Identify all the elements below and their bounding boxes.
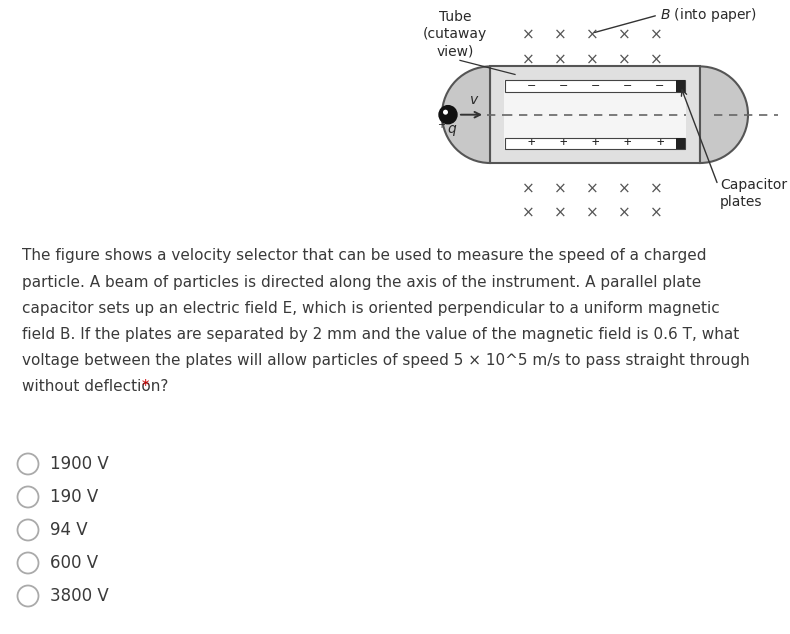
Text: 94 V: 94 V (50, 521, 88, 539)
Text: ×: × (585, 206, 598, 221)
Wedge shape (442, 67, 490, 163)
Circle shape (439, 106, 457, 124)
Text: voltage between the plates will allow particles of speed 5 × 10^5 m/s to pass st: voltage between the plates will allow pa… (22, 353, 750, 368)
Text: +: + (592, 136, 600, 150)
Text: ×: × (618, 28, 630, 42)
Text: ×: × (521, 206, 534, 221)
Bar (505, 81, 685, 91)
Text: 190 V: 190 V (50, 488, 98, 506)
Text: 3800 V: 3800 V (50, 587, 109, 605)
Text: −: − (591, 81, 600, 91)
Circle shape (17, 453, 39, 474)
Text: +: + (528, 136, 535, 150)
Text: particle. A beam of particles is directed along the axis of the instrument. A pa: particle. A beam of particles is directe… (22, 275, 702, 290)
Text: −: − (623, 81, 632, 91)
Text: ×: × (649, 206, 662, 221)
Text: without deflection?: without deflection? (22, 378, 168, 394)
Text: Capacitor
plates: Capacitor plates (720, 178, 787, 209)
Text: $\mathit{B}$ (into paper): $\mathit{B}$ (into paper) (660, 6, 757, 24)
Text: ×: × (618, 53, 630, 68)
Text: *: * (137, 378, 149, 394)
Text: ×: × (649, 53, 662, 68)
Circle shape (17, 585, 39, 607)
Text: v: v (470, 93, 478, 107)
Text: ×: × (521, 182, 534, 197)
Bar (676, 81, 685, 91)
Text: ×: × (554, 182, 566, 197)
Text: ×: × (521, 53, 534, 68)
Text: ×: × (618, 182, 630, 197)
Text: ×: × (618, 206, 630, 221)
Text: field B. If the plates are separated by 2 mm and the value of the magnetic field: field B. If the plates are separated by … (22, 327, 739, 342)
Text: capacitor sets up an electric field E, which is oriented perpendicular to a unif: capacitor sets up an electric field E, w… (22, 301, 720, 316)
Text: −: − (655, 81, 664, 91)
Bar (676, 138, 685, 149)
Text: +: + (624, 136, 631, 150)
Bar (505, 138, 685, 149)
Text: −: − (559, 81, 568, 91)
Text: Tube
(cutaway
view): Tube (cutaway view) (423, 10, 487, 59)
Text: ×: × (585, 182, 598, 197)
Circle shape (443, 110, 448, 115)
Text: ×: × (649, 28, 662, 42)
Text: ×: × (554, 28, 566, 42)
Circle shape (17, 552, 39, 574)
Text: ×: × (521, 28, 534, 42)
Text: ×: × (585, 53, 598, 68)
Text: +: + (559, 136, 567, 150)
Text: ×: × (585, 28, 598, 42)
Bar (490, 67, 700, 163)
Wedge shape (700, 67, 748, 163)
Text: −: − (526, 81, 536, 91)
Circle shape (17, 519, 39, 540)
Text: The figure shows a velocity selector that can be used to measure the speed of a : The figure shows a velocity selector tha… (22, 249, 706, 264)
Bar (504, 81, 686, 149)
Text: ×: × (554, 53, 566, 68)
Text: $^+q$: $^+q$ (435, 119, 457, 139)
Text: 1900 V: 1900 V (50, 455, 109, 473)
Text: +: + (656, 136, 664, 150)
Text: 600 V: 600 V (50, 554, 98, 572)
Circle shape (17, 486, 39, 507)
Text: ×: × (554, 206, 566, 221)
Text: ×: × (649, 182, 662, 197)
